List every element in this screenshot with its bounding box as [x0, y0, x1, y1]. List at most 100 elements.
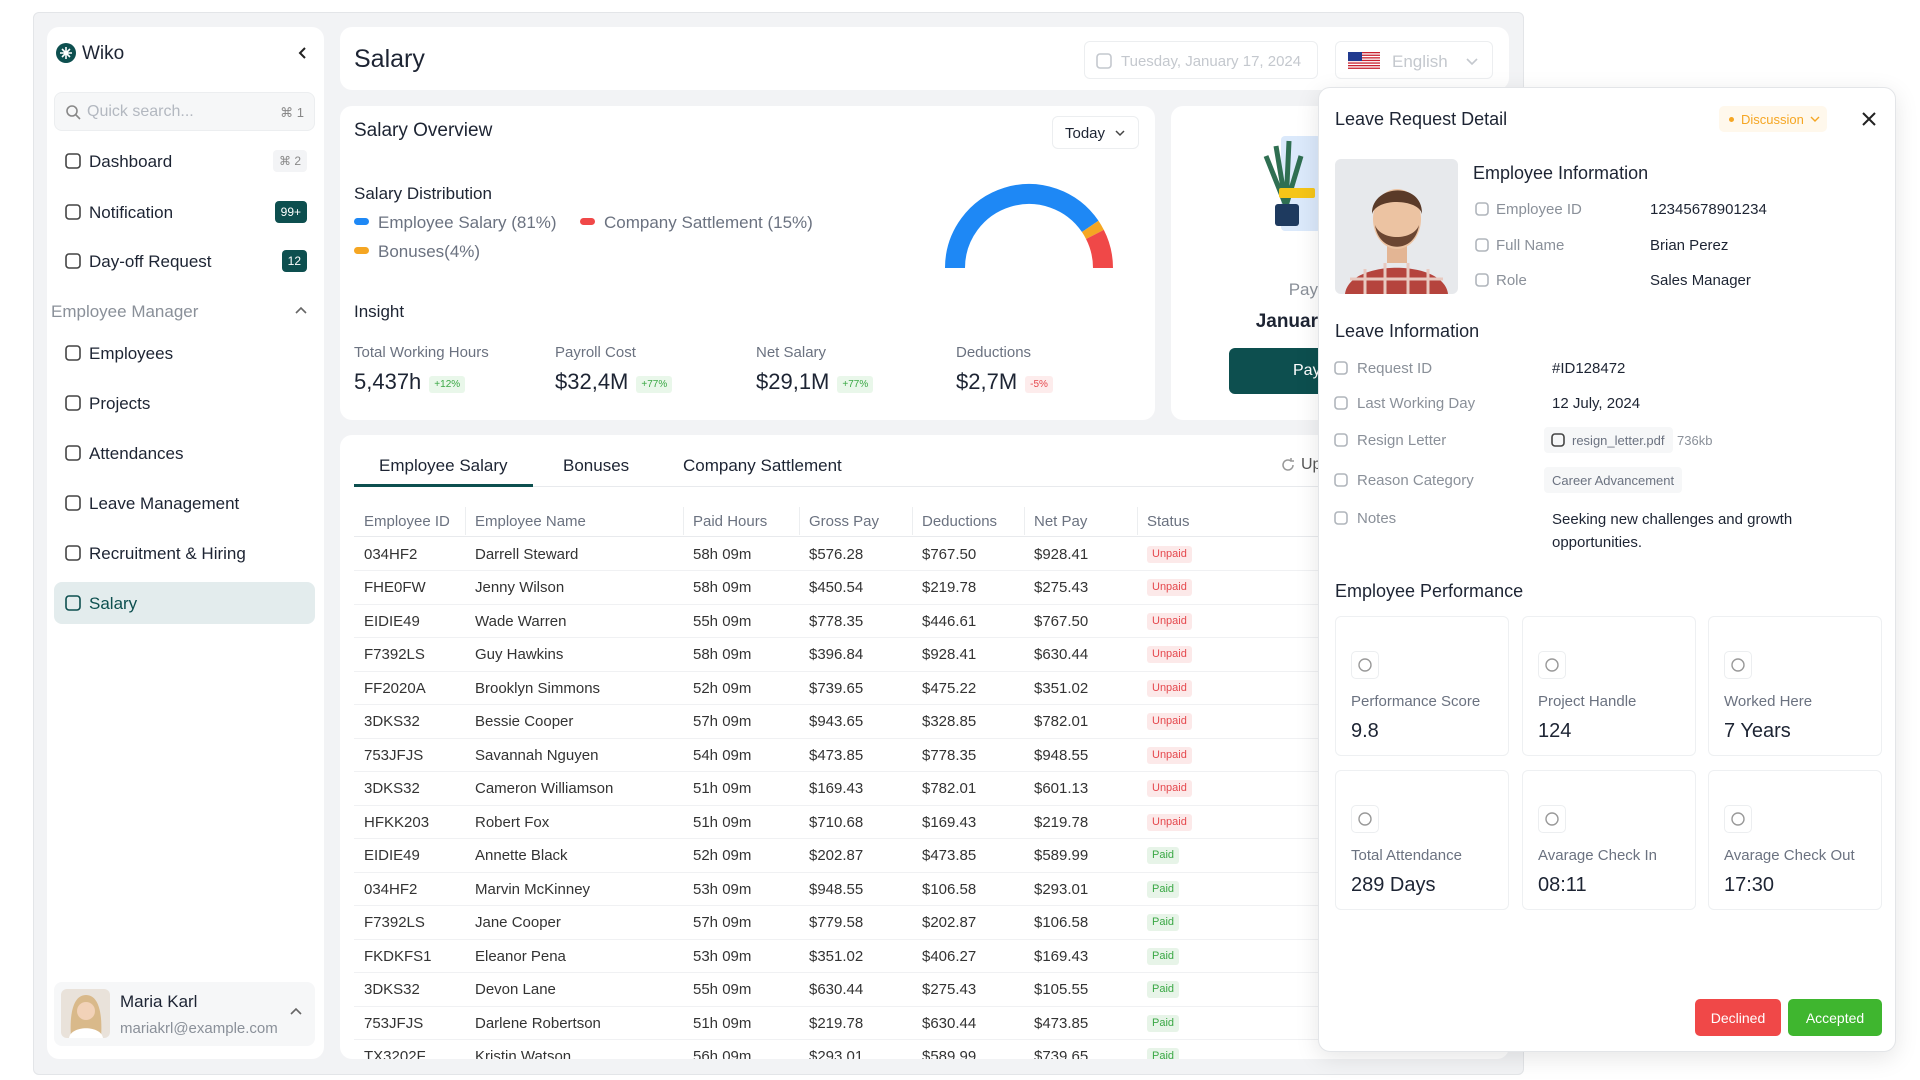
icon — [1333, 360, 1349, 376]
file-name: resign_letter.pdf — [1572, 434, 1665, 447]
metric-label: Total Working Hours — [354, 343, 489, 361]
close-button[interactable] — [1861, 111, 1877, 127]
table-cell: Marvin McKinney — [475, 880, 590, 898]
date-picker[interactable]: Tuesday, January 17, 2024 — [1084, 41, 1318, 79]
icon — [1095, 52, 1113, 70]
decline-button[interactable]: Declined — [1695, 999, 1781, 1036]
avatar-face — [77, 1002, 95, 1020]
metric-label: Net Salary — [756, 343, 826, 361]
info-value: Sales Manager — [1650, 271, 1751, 289]
nav-item[interactable]: Recruitment & Hiring — [54, 532, 315, 574]
tab[interactable]: Company Sattlement — [683, 455, 842, 475]
nav-item[interactable]: Day-off Request12 — [54, 241, 315, 281]
icon-shape — [66, 496, 80, 510]
table-cell: 58h 09m — [693, 545, 751, 563]
icon — [1333, 432, 1349, 448]
icon — [1474, 237, 1490, 253]
table-cell: $351.02 — [1034, 679, 1088, 697]
performance-value: 08:11 — [1538, 873, 1587, 897]
table-cell: $782.01 — [1034, 713, 1088, 731]
table-cell: Brooklyn Simmons — [475, 679, 600, 697]
metric-change: +12% — [429, 376, 465, 393]
table-cell: 58h 09m — [693, 579, 751, 597]
section-title: Insight — [354, 301, 404, 321]
table-cell: Darrell Steward — [475, 545, 578, 563]
table-cell: $948.55 — [809, 880, 863, 898]
nav-item[interactable]: Notification99+ — [54, 192, 315, 232]
search-glass — [67, 106, 77, 116]
category-chip: Career Advancement — [1544, 467, 1682, 493]
page-header: SalaryTuesday, January 17, 2024English — [340, 27, 1509, 90]
column-divider — [912, 507, 913, 535]
search-icon — [65, 104, 81, 120]
icon — [1333, 510, 1349, 526]
icon-shape — [66, 154, 80, 168]
accept-button[interactable]: Accepted — [1788, 999, 1882, 1036]
performance-value: 289 Days — [1351, 873, 1436, 897]
search-box[interactable]: Quick search...⌘ 1 — [54, 92, 315, 131]
table-cell: Guy Hawkins — [475, 646, 563, 664]
icon-shape — [66, 254, 80, 268]
table-cell: $767.50 — [922, 545, 976, 563]
table-cell: 55h 09m — [693, 981, 751, 999]
performance-card: Avarage Check In08:11 — [1522, 770, 1696, 910]
chevron — [1811, 117, 1819, 121]
sidebar: WikoQuick search...⌘ 1Dashboard⌘ 2Notifi… — [47, 27, 324, 1059]
nav-item[interactable]: Employees — [54, 332, 315, 374]
nav-label: Employees — [89, 343, 173, 363]
table-cell: $351.02 — [809, 947, 863, 965]
status-badge: Unpaid — [1147, 579, 1192, 596]
flag-stripe — [1348, 65, 1380, 66]
info-label: Employee ID — [1496, 200, 1582, 218]
status-dot — [1729, 117, 1734, 122]
table-cell: $767.50 — [1034, 612, 1088, 630]
status-badge: Unpaid — [1147, 747, 1192, 764]
table-cell: $219.78 — [1034, 813, 1088, 831]
icon-shape — [1359, 659, 1371, 671]
tab[interactable]: Employee Salary — [379, 455, 508, 475]
table-cell: $328.85 — [922, 713, 976, 731]
dropdown-chevron — [1113, 126, 1127, 140]
table-cell: $778.35 — [809, 612, 863, 630]
nav-item[interactable]: Projects — [54, 382, 315, 424]
drawer-title: Leave Request Detail — [1335, 108, 1507, 130]
user-card[interactable]: Maria Karlmariakrl@example.com — [54, 982, 315, 1046]
table-cell: 3DKS32 — [364, 713, 420, 731]
chevron — [300, 48, 305, 58]
user-menu-toggle — [288, 1004, 304, 1020]
chevron — [296, 308, 306, 313]
table-cell: Wade Warren — [475, 612, 566, 630]
nav-badge: 12 — [282, 250, 307, 272]
period-select[interactable]: Today — [1052, 116, 1139, 149]
nav-item[interactable]: Salary — [54, 582, 315, 624]
icon — [64, 344, 82, 362]
legend-label: Company Sattlement (15%) — [604, 212, 813, 232]
table-cell: 53h 09m — [693, 947, 751, 965]
nav-label: Dashboard — [89, 151, 172, 171]
chevron — [291, 1009, 301, 1014]
status-select[interactable]: Discussion — [1719, 106, 1827, 132]
tab[interactable]: Bonuses — [563, 455, 629, 475]
table-cell: $275.43 — [1034, 579, 1088, 597]
nav-item[interactable]: Dashboard⌘ 2 — [54, 141, 315, 181]
performance-card: Performance Score9.8 — [1335, 616, 1509, 756]
table-cell: 52h 09m — [693, 679, 751, 697]
table-cell: $928.41 — [922, 646, 976, 664]
icon — [64, 594, 82, 612]
nav-item[interactable]: Leave Management — [54, 482, 315, 524]
table-cell: F7392LS — [364, 646, 425, 664]
table-cell: EIDIE49 — [364, 612, 420, 630]
table-cell: Bessie Cooper — [475, 713, 573, 731]
refresh-icon — [1280, 457, 1296, 473]
nav-item[interactable]: Attendances — [54, 432, 315, 474]
table-cell: $782.01 — [922, 780, 976, 798]
table-cell: F7392LS — [364, 914, 425, 932]
gauge-segment — [1090, 226, 1095, 234]
icon — [64, 203, 82, 221]
table-cell: Eleanor Pena — [475, 947, 566, 965]
flag-icon — [1348, 52, 1380, 70]
language-select[interactable]: English — [1335, 41, 1493, 79]
table-cell: $475.22 — [922, 679, 976, 697]
nav-label: Notification — [89, 202, 173, 222]
file-chip[interactable]: resign_letter.pdf — [1544, 427, 1673, 453]
